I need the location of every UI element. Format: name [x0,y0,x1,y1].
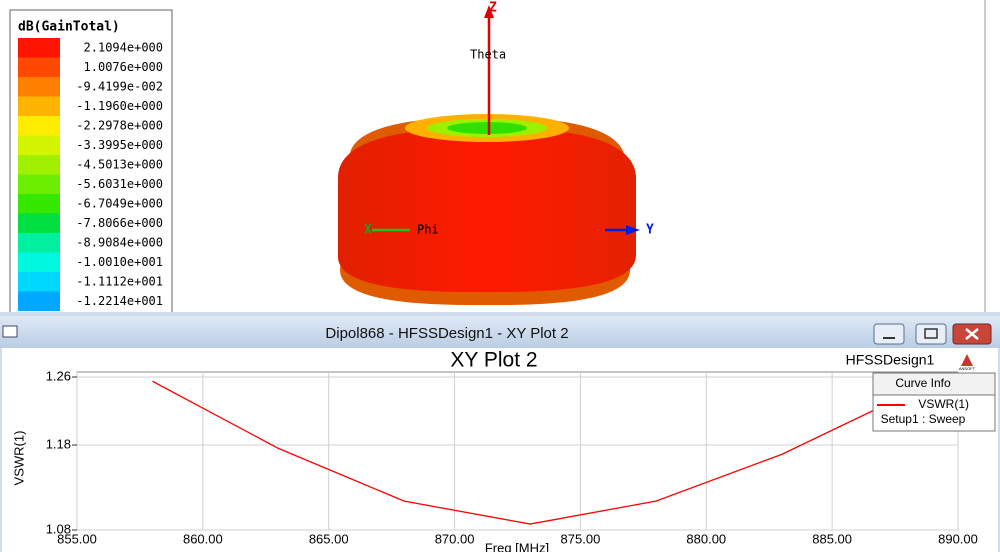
x-tick-label: 865.00 [309,531,349,546]
curve-info: Curve Info VSWR(1) Setup1 : Sweep [872,372,996,432]
legend-swatch [18,174,60,194]
x-tick-label: 870.00 [435,531,475,546]
legend-label: 2.1094e+000 [84,41,163,55]
legend-swatch [18,252,60,272]
y-tick-label: 1.08 [46,521,71,536]
legend-swatch [18,96,60,116]
x-tick-label: 880.00 [686,531,726,546]
y-arrow [626,225,640,235]
legend-swatch [18,194,60,214]
close-icon [965,328,979,340]
theta-label: Theta [470,48,506,62]
x-axis-label: Freq [MHz] [485,540,549,552]
pattern-view: dB(GainTotal) 2.1094e+000 1.0076e+000 -9.4… [9,0,986,312]
x-tick-label: 860.00 [183,531,223,546]
phi-label: Phi [417,223,439,237]
restore-button[interactable] [915,323,947,345]
legend-label: -1.1960e+000 [76,99,163,113]
y-tick-label: 1.26 [46,368,71,383]
legend-swatch [18,155,60,175]
curve-info-setup: Setup1 : Sweep [881,412,966,426]
design-label: HFSSDesign1 [846,352,935,368]
legend: dB(GainTotal) 2.1094e+000 1.0076e+000 -9.4… [9,9,173,312]
window-icon [2,325,18,338]
window-title: Dipol868 - HFSSDesign1 - XY Plot 2 [325,325,568,342]
legend-title: dB(GainTotal) [18,20,120,35]
legend-swatch [18,213,60,233]
legend-swatch [18,233,60,253]
legend-swatch [18,116,60,136]
curve-info-title: Curve Info [895,376,951,390]
legend-label: -6.7049e+000 [76,197,163,211]
legend-label: -7.8066e+000 [76,216,163,230]
y-tick-label: 1.18 [46,436,71,451]
legend-label: -5.6031e+000 [76,177,163,191]
curve-info-header [872,372,996,396]
x-tick-label: 890.00 [938,531,978,546]
logo: ANSOFT [959,366,976,371]
pattern-body [337,128,637,292]
x-tick-label: 875.00 [561,531,601,546]
legend-label: -1.0010e+001 [76,255,163,269]
legend-label: -1.1112e+001 [76,275,163,289]
pattern-hole [447,122,527,134]
legend-label: -2.2978e+000 [76,119,163,133]
legend-label: 1.0076e+000 [84,60,163,74]
legend-label: -3.3995e+000 [76,138,163,152]
y-axis-label: VSWR(1) [11,431,26,486]
title-bar [0,316,1000,348]
y-label-3d: Y [646,223,654,238]
legend-swatch [18,38,60,58]
legend-swatch [18,291,60,311]
x-label-3d: X [364,223,372,238]
minimize-button[interactable] [873,323,905,345]
legend-label: -4.5013e+000 [76,158,163,172]
legend-swatch [18,77,60,97]
legend-entry: VSWR(1) [918,397,969,411]
legend-label: -8.9084e+000 [76,236,163,250]
legend-swatch [18,57,60,77]
z-label: Z [489,1,497,16]
legend-label: -1.2214e+001 [76,294,163,308]
legend-swatch [18,272,60,292]
restore-icon [924,328,938,339]
chart-title: XY Plot 2 [450,349,537,372]
legend-swatch [18,135,60,155]
data-line [152,380,908,525]
legend-label: -9.4199e-002 [76,80,163,94]
plot-frame [76,371,959,531]
plot-area: 855.00 860.00 865.00 870.00 875.00 880.00 885.… [46,368,978,546]
x-tick-label: 855.00 [57,531,97,546]
logo-icon [961,354,973,366]
x-tick-label: 885.00 [812,531,852,546]
z-arrow [484,5,494,18]
